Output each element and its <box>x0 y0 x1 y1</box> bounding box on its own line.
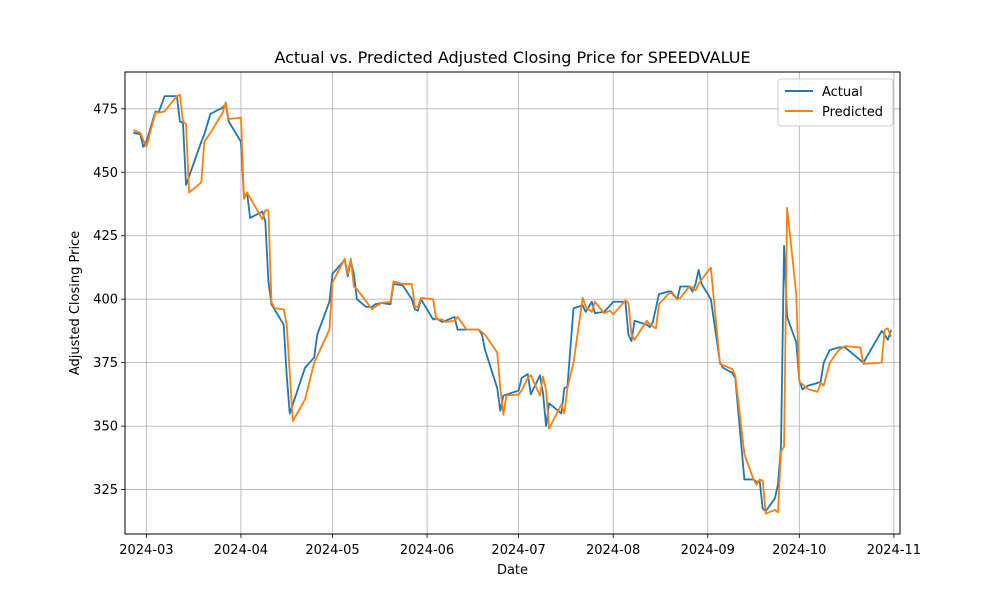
series-layer <box>132 93 893 515</box>
legend-label-predicted: Predicted <box>822 105 883 120</box>
y-tick-label: 375 <box>93 356 118 371</box>
x-tick-label: 2024-08 <box>586 543 640 558</box>
y-tick-label: 475 <box>93 102 118 117</box>
x-tick-label: 2024-11 <box>867 543 921 558</box>
x-tick-label: 2024-06 <box>400 543 454 558</box>
legend: Actual Predicted <box>777 78 894 127</box>
y-tick-label: 425 <box>93 229 118 244</box>
plot-frame <box>124 71 901 535</box>
x-axis: 2024-03 2024-04 2024-05 2024-06 2024-07 2024-… <box>119 534 921 558</box>
y-tick-label: 325 <box>93 483 118 498</box>
x-tick-label: 2024-03 <box>119 543 173 558</box>
x-tick-label: 2024-09 <box>681 543 735 558</box>
y-axis: 325 350 375 400 425 450 475 <box>93 102 125 498</box>
grid-lines <box>125 72 900 534</box>
x-axis-label: Date <box>497 563 528 578</box>
legend-label-actual: Actual <box>822 85 863 100</box>
y-tick-label: 350 <box>93 420 118 435</box>
y-tick-label: 450 <box>93 166 118 181</box>
y-axis-label: Adjusted Closing Price <box>68 231 83 375</box>
x-tick-label: 2024-10 <box>772 543 826 558</box>
series-line-predicted <box>132 93 893 515</box>
chart-title: Actual vs. Predicted Adjusted Closing Pr… <box>274 48 750 67</box>
y-tick-label: 400 <box>93 293 118 308</box>
x-tick-label: 2024-04 <box>214 543 268 558</box>
x-tick-label: 2024-05 <box>305 543 359 558</box>
x-tick-label: 2024-07 <box>491 543 545 558</box>
